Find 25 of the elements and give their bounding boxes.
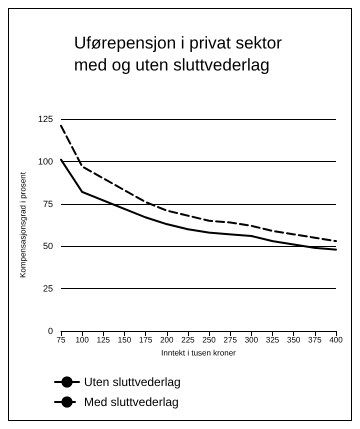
chart-title: Uførepensjon i privat sektor med og uten sluttvederlag [74, 34, 282, 74]
x-tick-label: 275 [224, 336, 238, 344]
y-tick-label: 0 [48, 326, 53, 336]
y-tick-label: 100 [38, 156, 53, 166]
y-tick-label: 25 [42, 284, 53, 294]
y-tick-label: 50 [42, 241, 53, 252]
y-tick-label: 75 [42, 198, 53, 209]
x-axis-title: Inntekt i tusen kroner [161, 348, 236, 358]
legend-label: Uten sluttvederlag [84, 375, 181, 389]
x-tick-label: 400 [329, 336, 344, 344]
x-tick-label: 375 [308, 336, 322, 344]
x-tick-label: 250 [202, 336, 216, 344]
x-tick-label: 350 [287, 336, 301, 344]
x-tick-label: 200 [160, 336, 174, 344]
y-tick-label: 125 [38, 114, 53, 124]
x-tick-label: 100 [75, 336, 90, 344]
x-tick-label: 300 [244, 336, 259, 344]
legend-label: Med sluttvederlag [84, 395, 179, 409]
x-tick-label: 125 [96, 336, 111, 344]
y-axis-title: Kompensasjonsgrad i prosent [18, 171, 28, 278]
x-tick-label: 325 [266, 336, 280, 344]
x-tick-label: 175 [138, 336, 153, 344]
x-tick-label: 225 [181, 336, 196, 344]
x-tick-label: 150 [118, 336, 132, 344]
x-tick-label: 75 [56, 336, 66, 344]
